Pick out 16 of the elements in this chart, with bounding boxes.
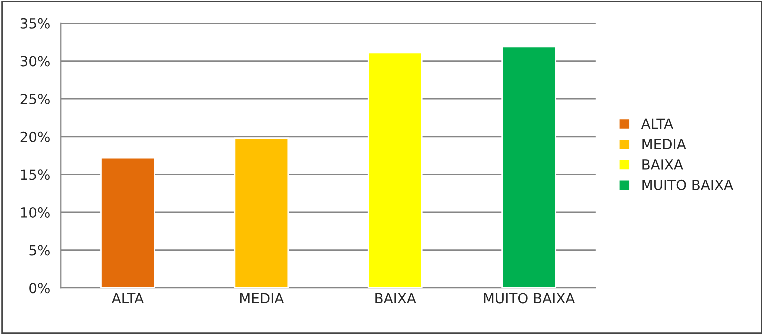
legend-label: ALTA [641, 118, 674, 130]
y-tick-label: 15% [21, 170, 50, 180]
legend-label: MEDIA [642, 139, 686, 150]
y-tick-label: 35% [20, 18, 50, 29]
legend-label: MUITO BAIXA [642, 180, 734, 190]
y-tick-label: 20% [20, 132, 50, 142]
y-tick-label: 5% [30, 245, 50, 256]
y-tick-label: 10% [21, 207, 50, 218]
x-tick-label: MUITO BAIXA [484, 293, 576, 304]
x-tick-label: ALTA [112, 293, 144, 304]
x-tick-label: BAIXA [376, 293, 416, 304]
y-tick-label: 25% [20, 94, 50, 105]
legend-label: BAIXA [642, 160, 684, 170]
y-tick-label: 0% [30, 283, 50, 294]
x-tick-label: MEDIA [240, 293, 284, 304]
y-tick-label: 30% [20, 56, 50, 67]
